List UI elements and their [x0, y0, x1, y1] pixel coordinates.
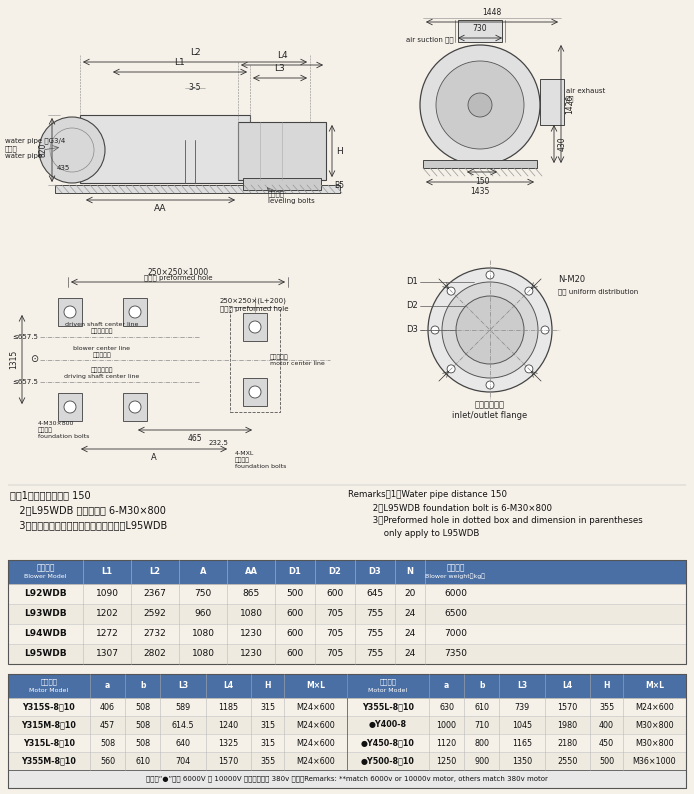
Text: 250×250×(L+200)
预留孔 preformed hole: 250×250×(L+200) 预留孔 preformed hole — [220, 298, 289, 312]
Text: Y315S-8、10: Y315S-8、10 — [23, 703, 76, 711]
Text: 1350: 1350 — [512, 757, 532, 765]
Text: L4: L4 — [562, 681, 573, 691]
Text: L1: L1 — [175, 58, 185, 67]
Text: 705: 705 — [326, 630, 344, 638]
Text: 900: 900 — [474, 757, 489, 765]
Text: ⊙: ⊙ — [30, 354, 38, 364]
Text: 1185: 1185 — [219, 703, 239, 711]
Text: Remarks：1、Water pipe distance 150: Remarks：1、Water pipe distance 150 — [348, 490, 507, 499]
Text: L95WDB: L95WDB — [24, 649, 67, 658]
Text: 4-M30×800
地脚螺栓
foundation bolts: 4-M30×800 地脚螺栓 foundation bolts — [38, 422, 90, 438]
Text: 1570: 1570 — [557, 703, 577, 711]
Text: M24×600: M24×600 — [296, 703, 335, 711]
Text: ●Y400-8: ●Y400-8 — [369, 720, 407, 730]
Text: driven shaft center line
从动轴中心线: driven shaft center line 从动轴中心线 — [65, 322, 139, 334]
Bar — [230, 307, 280, 412]
Text: 1120: 1120 — [437, 738, 457, 747]
Text: D2: D2 — [328, 568, 341, 576]
Text: N: N — [407, 568, 414, 576]
Bar — [8, 560, 686, 584]
Bar — [123, 298, 147, 326]
Text: Y315L-8、10: Y315L-8、10 — [23, 738, 75, 747]
Text: 960: 960 — [194, 610, 212, 619]
Text: 508: 508 — [135, 738, 151, 747]
Text: H: H — [336, 147, 343, 156]
Text: 1570: 1570 — [219, 757, 239, 765]
Text: 1080: 1080 — [192, 630, 214, 638]
Text: D2: D2 — [406, 302, 418, 310]
Text: air suction 进气: air suction 进气 — [406, 37, 454, 44]
Text: 24: 24 — [405, 610, 416, 619]
Bar — [347, 734, 686, 752]
Text: 1325: 1325 — [219, 738, 239, 747]
Text: 主动轴中心线
driving shaft center line: 主动轴中心线 driving shaft center line — [65, 368, 139, 379]
Text: 1448: 1448 — [482, 8, 502, 17]
Text: 2180: 2180 — [557, 738, 577, 747]
Circle shape — [431, 326, 439, 334]
Text: 589: 589 — [176, 703, 191, 711]
Text: ●Y450-8、10: ●Y450-8、10 — [361, 738, 415, 747]
Text: D3: D3 — [369, 568, 382, 576]
Text: M24×600: M24×600 — [635, 703, 674, 711]
Circle shape — [129, 306, 141, 318]
Text: L1: L1 — [101, 568, 112, 576]
Text: ●Y500-8、10: ●Y500-8、10 — [361, 757, 415, 765]
Text: M30×800: M30×800 — [635, 738, 674, 747]
Circle shape — [64, 401, 76, 413]
Text: 457: 457 — [100, 720, 115, 730]
Text: M30×800: M30×800 — [635, 720, 674, 730]
Text: 705: 705 — [326, 649, 344, 658]
Circle shape — [442, 282, 538, 378]
Text: M×L: M×L — [306, 681, 325, 691]
Text: a: a — [105, 681, 110, 691]
Bar — [423, 160, 537, 168]
Text: 355: 355 — [260, 757, 276, 765]
Text: 注：1、输水管间距为 150: 注：1、输水管间距为 150 — [10, 490, 91, 500]
Text: 800: 800 — [474, 738, 489, 747]
Circle shape — [447, 287, 455, 295]
Text: Blower weight（kg）: Blower weight（kg） — [425, 573, 486, 579]
Text: Motor Model: Motor Model — [369, 688, 407, 692]
Text: a: a — [444, 681, 449, 691]
Text: Y315M-8、10: Y315M-8、10 — [22, 720, 76, 730]
Text: M36×1000: M36×1000 — [633, 757, 677, 765]
Text: 电机型号: 电机型号 — [40, 679, 58, 685]
Text: 1165: 1165 — [512, 738, 532, 747]
Text: 20: 20 — [405, 589, 416, 599]
Text: 电机型号: 电机型号 — [380, 679, 396, 685]
Circle shape — [486, 381, 494, 389]
Text: 430: 430 — [558, 137, 567, 152]
Text: D1: D1 — [406, 277, 418, 287]
Bar — [8, 624, 686, 644]
Text: 1426: 1426 — [565, 94, 574, 114]
Text: 1272: 1272 — [96, 630, 119, 638]
Text: AA: AA — [244, 568, 257, 576]
Text: 508: 508 — [100, 738, 115, 747]
Text: Y355M-8、10: Y355M-8、10 — [22, 757, 76, 765]
Bar — [540, 79, 564, 125]
Text: L2: L2 — [189, 48, 201, 57]
Text: L2: L2 — [149, 568, 160, 576]
Text: 均布 uniform distribution: 均布 uniform distribution — [558, 289, 638, 295]
Bar — [8, 674, 686, 698]
Text: 400: 400 — [599, 720, 614, 730]
Text: 610: 610 — [135, 757, 151, 765]
Circle shape — [249, 321, 261, 333]
Bar — [8, 584, 686, 604]
Text: water pipe 接G3/4
输水管
water pipe: water pipe 接G3/4 输水管 water pipe — [5, 137, 65, 159]
Text: 500: 500 — [599, 757, 614, 765]
Text: 710: 710 — [474, 720, 489, 730]
Bar — [8, 752, 347, 770]
Circle shape — [456, 296, 524, 364]
Text: M×L: M×L — [645, 681, 664, 691]
Text: Y355L-8、10: Y355L-8、10 — [362, 703, 414, 711]
Bar — [458, 20, 502, 42]
Circle shape — [129, 401, 141, 413]
Text: 600: 600 — [287, 649, 303, 658]
Text: 600: 600 — [287, 610, 303, 619]
Text: 435: 435 — [57, 165, 70, 171]
Text: 3-5: 3-5 — [189, 83, 201, 92]
Text: air exhaust
排气: air exhaust 排气 — [566, 88, 605, 102]
Circle shape — [64, 306, 76, 318]
Bar — [243, 178, 321, 190]
